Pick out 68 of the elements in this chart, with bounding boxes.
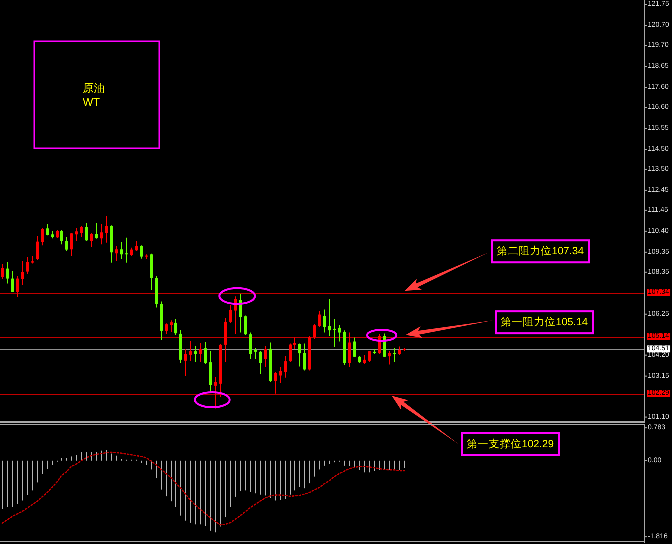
candlestick	[353, 337, 356, 358]
candlestick	[21, 260, 24, 286]
candlestick	[214, 376, 217, 410]
candlestick	[239, 294, 242, 334]
candlestick	[70, 232, 73, 257]
subtitle: WT	[83, 97, 100, 109]
candlestick	[150, 253, 153, 290]
candlestick	[125, 237, 128, 264]
annotation: 第一阻力位105.14	[501, 316, 588, 329]
candlestick	[46, 224, 49, 236]
candlestick	[298, 343, 301, 368]
candlestick	[393, 348, 396, 362]
candlestick	[303, 343, 306, 372]
candlestick	[254, 348, 257, 360]
candlestick	[284, 355, 287, 378]
candlestick	[264, 345, 267, 368]
candlestick	[189, 340, 192, 362]
candlestick	[184, 348, 187, 378]
candlestick	[11, 270, 14, 293]
candlestick	[279, 367, 282, 384]
candlestick	[323, 309, 326, 334]
candlestick	[328, 298, 331, 337]
candlestick	[293, 337, 296, 350]
candlestick	[194, 346, 197, 362]
candlestick	[90, 232, 93, 248]
candlestick	[100, 224, 103, 246]
title: 原油	[83, 83, 105, 95]
candlestick	[368, 350, 371, 362]
candlestick	[249, 332, 252, 360]
candlestick	[313, 323, 316, 340]
candlestick	[120, 242, 123, 260]
candlestick	[204, 342, 207, 365]
candlestick	[383, 333, 386, 358]
candlestick	[41, 228, 44, 246]
candlestick	[1, 264, 4, 280]
candlestick	[259, 350, 262, 375]
candlestick	[26, 256, 29, 275]
candlestick	[244, 315, 247, 336]
candlestick	[75, 228, 78, 242]
candlestick	[36, 236, 39, 261]
candlestick	[388, 350, 391, 366]
candlestick	[274, 372, 277, 394]
candlestick	[105, 216, 108, 244]
candlestick	[289, 343, 292, 364]
candlestick	[318, 310, 321, 328]
candlestick	[170, 320, 173, 332]
candlestick	[224, 317, 227, 364]
annotation: 第一支撑位102.29	[467, 438, 554, 450]
candlestick	[6, 262, 9, 284]
candlestick	[115, 246, 118, 262]
candlestick	[65, 236, 68, 252]
candlestick	[135, 240, 138, 252]
candlestick	[16, 276, 19, 298]
candlestick	[174, 318, 177, 336]
candlestick	[333, 318, 336, 348]
candlestick	[80, 226, 83, 238]
candlestick	[338, 324, 341, 342]
candlestick	[363, 354, 366, 365]
candlestick	[95, 222, 98, 240]
candlestick	[209, 351, 212, 394]
candlestick	[229, 304, 232, 324]
candlestick	[348, 332, 351, 368]
candlestick	[199, 343, 202, 364]
candlestick	[85, 222, 88, 242]
candlestick	[165, 323, 168, 335]
annotation: 第二阻力位107.34	[497, 246, 584, 258]
candlestick	[60, 230, 63, 246]
candlestick	[140, 245, 143, 260]
